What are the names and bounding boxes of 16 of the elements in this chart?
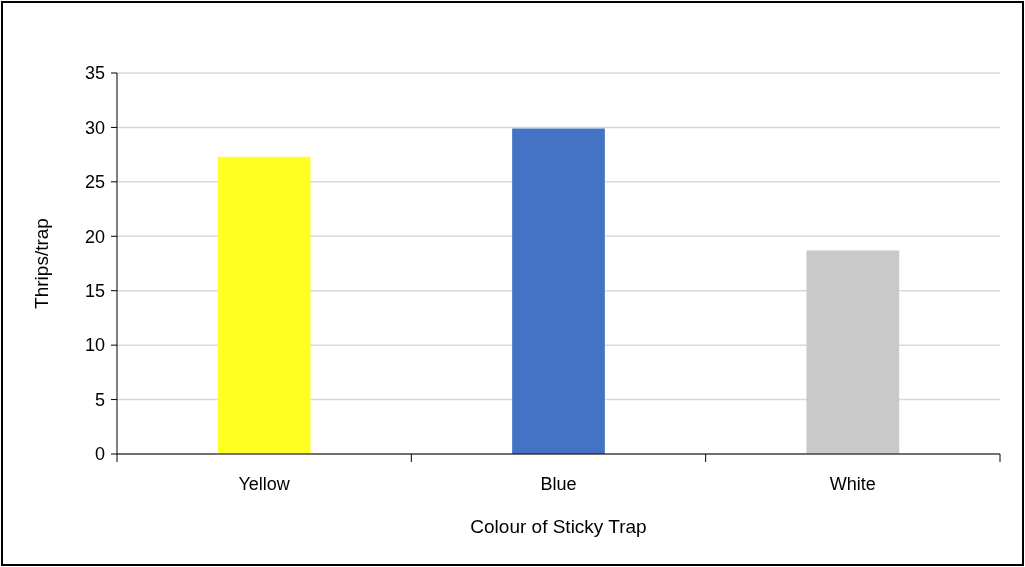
bar [806, 250, 900, 454]
y-tick-label: 35 [84, 63, 105, 84]
y-tick-label: 25 [84, 172, 105, 193]
y-tick-label: 10 [84, 335, 105, 356]
bar [512, 128, 605, 454]
y-tick-label: 30 [84, 117, 105, 138]
y-tick-label: 0 [94, 444, 105, 465]
x-tick-label: Yellow [238, 474, 291, 494]
x-tick-label: Blue [540, 474, 577, 494]
x-axis-title: Colour of Sticky Trap [470, 516, 647, 537]
bar [217, 156, 311, 454]
y-tick-label: 15 [84, 281, 105, 302]
y-tick-label: 5 [94, 389, 105, 410]
x-tick-label: White [829, 474, 876, 494]
y-tick-label: 20 [84, 226, 105, 247]
y-axis-title: Thrips/trap [31, 218, 52, 309]
